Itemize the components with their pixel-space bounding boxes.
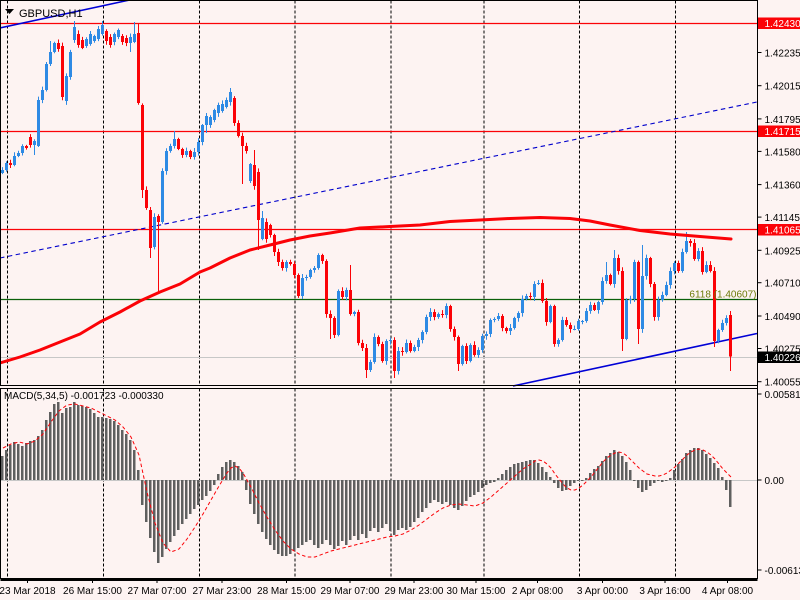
svg-text:27 Mar 07:00: 27 Mar 07:00 <box>128 586 187 597</box>
svg-text:6118 (1.40607): 6118 (1.40607) <box>689 290 756 301</box>
svg-text:1.41145: 1.41145 <box>765 213 800 224</box>
svg-text:1.40490: 1.40490 <box>765 312 800 323</box>
svg-text:1.42430: 1.42430 <box>765 19 800 30</box>
svg-text:23 Mar 2018: 23 Mar 2018 <box>0 586 56 597</box>
svg-text:27 Mar 23:00: 27 Mar 23:00 <box>193 586 252 597</box>
svg-text:1.40275: 1.40275 <box>765 345 800 356</box>
svg-text:1.41580: 1.41580 <box>765 147 800 158</box>
svg-text:1.40226: 1.40226 <box>765 353 800 364</box>
svg-text:28 Mar 15:00: 28 Mar 15:00 <box>257 586 316 597</box>
svg-text:29 Mar 23:00: 29 Mar 23:00 <box>385 586 444 597</box>
svg-text:1.42235: 1.42235 <box>765 49 800 60</box>
svg-text:GBPUSD,H1: GBPUSD,H1 <box>19 8 83 20</box>
svg-text:0.00: 0.00 <box>765 476 785 487</box>
svg-text:29 Mar 07:00: 29 Mar 07:00 <box>321 586 380 597</box>
svg-text:0.005813: 0.005813 <box>765 390 800 401</box>
svg-text:1.41065: 1.41065 <box>765 226 800 237</box>
svg-text:3 Apr 16:00: 3 Apr 16:00 <box>639 586 691 597</box>
svg-text:1.40710: 1.40710 <box>765 279 800 290</box>
svg-text:1.40055: 1.40055 <box>765 378 800 389</box>
svg-text:3 Apr 00:00: 3 Apr 00:00 <box>577 586 629 597</box>
svg-text:MACD(5,34,5) -0.001723 -0.0003: MACD(5,34,5) -0.001723 -0.000330 <box>4 391 164 402</box>
svg-text:1.41360: 1.41360 <box>765 181 800 192</box>
svg-text:1.40925: 1.40925 <box>765 246 800 257</box>
svg-text:2 Apr 08:00: 2 Apr 08:00 <box>512 586 564 597</box>
svg-text:1.41715: 1.41715 <box>765 127 800 138</box>
svg-text:26 Mar 15:00: 26 Mar 15:00 <box>63 586 122 597</box>
svg-text:1.42015: 1.42015 <box>765 82 800 93</box>
svg-text:30 Mar 15:00: 30 Mar 15:00 <box>447 586 506 597</box>
svg-text:1.41795: 1.41795 <box>765 115 800 126</box>
svg-text:4 Apr 08:00: 4 Apr 08:00 <box>702 586 754 597</box>
svg-text:-0.006138: -0.006138 <box>765 566 800 577</box>
